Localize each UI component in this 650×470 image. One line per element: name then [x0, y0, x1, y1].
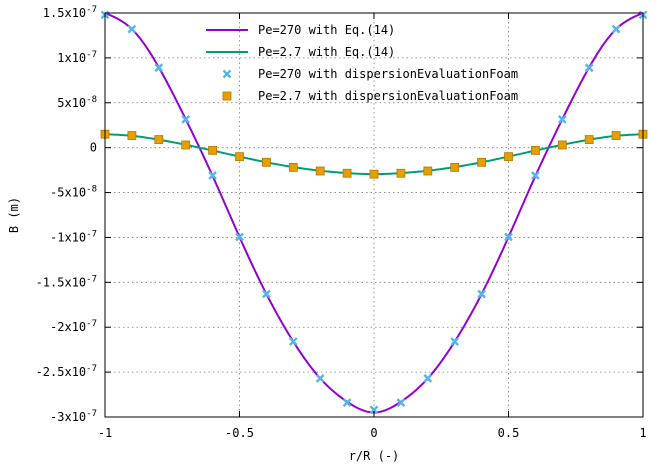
x-tick-label: 1 [639, 426, 646, 440]
x-tick-label: 0.5 [498, 426, 520, 440]
data-point-square [450, 163, 460, 172]
data-point-square [557, 140, 567, 150]
legend-entry: Pe=2.7 with dispersionEvaluationFoam [222, 89, 518, 103]
y-tick-base: -2x10 [50, 320, 86, 334]
y-tick-base: -5x10 [50, 186, 86, 200]
data-point-x [504, 232, 513, 242]
data-point-square [342, 168, 352, 178]
data-point-square [423, 166, 433, 176]
legend-label: Pe=270 with Eq.(14) [258, 23, 395, 37]
y-tick-exponent: -7 [86, 50, 97, 60]
data-point-x [531, 171, 540, 180]
y-tick-base: -1x10 [50, 230, 86, 244]
y-tick-label: -2.5x10-7 [36, 364, 97, 379]
data-point-square [504, 152, 513, 162]
legend-swatch-x [222, 69, 232, 79]
legend-label: Pe=2.7 with Eq.(14) [258, 45, 395, 59]
data-point-x [423, 374, 433, 383]
x-axis-title: r/R (-) [349, 449, 400, 463]
y-tick-base: 0 [90, 141, 97, 155]
y-tick-label: 0 [90, 141, 97, 155]
data-point-square [127, 131, 137, 140]
y-tick-label: 1.5x10-7 [43, 5, 97, 20]
data-point-x [342, 398, 352, 407]
y-tick-label: -3x10-7 [50, 409, 97, 424]
ticks [104, 12, 644, 418]
data-point-square [181, 140, 191, 150]
data-point-square [369, 169, 379, 179]
tick-labels: -1 -0.5 0 0.5 11.5x10-71x10-75x10-80-5x10-8-… [36, 5, 647, 440]
y-tick-exponent: -7 [86, 229, 97, 239]
data-point-square [261, 157, 271, 167]
legend-swatch-square [222, 91, 232, 101]
data-point-square [288, 163, 298, 172]
y-tick-base: -1.5x10 [36, 275, 87, 289]
legend: Pe=270 with Eq.(14) Pe=2.7 with Eq.(14) Pe… [206, 23, 518, 103]
data-point-square [315, 166, 325, 176]
data-point-x [235, 232, 244, 242]
series-markers [100, 10, 648, 415]
y-tick-exponent: -7 [86, 274, 97, 284]
legend-entry: Pe=270 with Eq.(14) [206, 23, 395, 37]
legend-entry: Pe=270 with dispersionEvaluationFoam [222, 67, 518, 81]
data-point-square [208, 145, 218, 155]
y-tick-exponent: -7 [86, 5, 97, 15]
data-point-x [127, 24, 137, 34]
y-tick-label: -1x10-7 [50, 229, 97, 244]
data-point-x [450, 337, 460, 346]
data-point-x [208, 171, 217, 180]
data-point-x [262, 289, 271, 299]
legend-label: Pe=270 with dispersionEvaluationFoam [258, 67, 518, 81]
data-point-x [154, 63, 164, 73]
data-point-square [235, 152, 244, 162]
data-point-x [181, 115, 191, 124]
y-tick-label: 5x10-8 [57, 95, 97, 110]
y-tick-exponent: -7 [86, 409, 97, 419]
legend-label: Pe=2.7 with dispersionEvaluationFoam [258, 89, 518, 103]
data-point-x [369, 405, 379, 415]
x-tick-label: -1 [98, 426, 112, 440]
x-tick-label: -0.5 [225, 426, 254, 440]
data-point-square [477, 157, 487, 167]
y-tick-label: -2x10-7 [50, 319, 97, 334]
y-tick-base: -2.5x10 [36, 365, 87, 379]
data-point-square [396, 168, 406, 178]
y-tick-base: -3x10 [50, 410, 86, 424]
data-point-square [584, 135, 594, 144]
y-tick-label: 1x10-7 [57, 50, 97, 65]
y-tick-base: 1.5x10 [43, 6, 86, 20]
data-point-square [611, 131, 621, 140]
y-tick-exponent: -8 [86, 185, 97, 195]
y-tick-label: -5x10-8 [50, 185, 97, 200]
legend-entry: Pe=2.7 with Eq.(14) [206, 45, 395, 59]
data-point-x [288, 337, 298, 346]
data-point-x [557, 115, 567, 124]
data-point-x [396, 398, 406, 407]
y-axis-title: B (m) [7, 197, 21, 233]
y-tick-exponent: -7 [86, 319, 97, 329]
data-point-square [531, 145, 540, 155]
x-tick-label: 0 [370, 426, 377, 440]
data-point-x [584, 63, 594, 73]
data-point-x [477, 289, 486, 299]
y-tick-exponent: -7 [86, 364, 97, 374]
data-point-square [154, 135, 164, 144]
y-tick-base: 5x10 [57, 96, 86, 110]
data-point-x [315, 374, 325, 383]
y-tick-exponent: -8 [86, 95, 97, 105]
data-point-x [611, 24, 621, 34]
y-tick-label: -1.5x10-7 [36, 274, 97, 289]
y-tick-base: 1x10 [57, 51, 86, 65]
